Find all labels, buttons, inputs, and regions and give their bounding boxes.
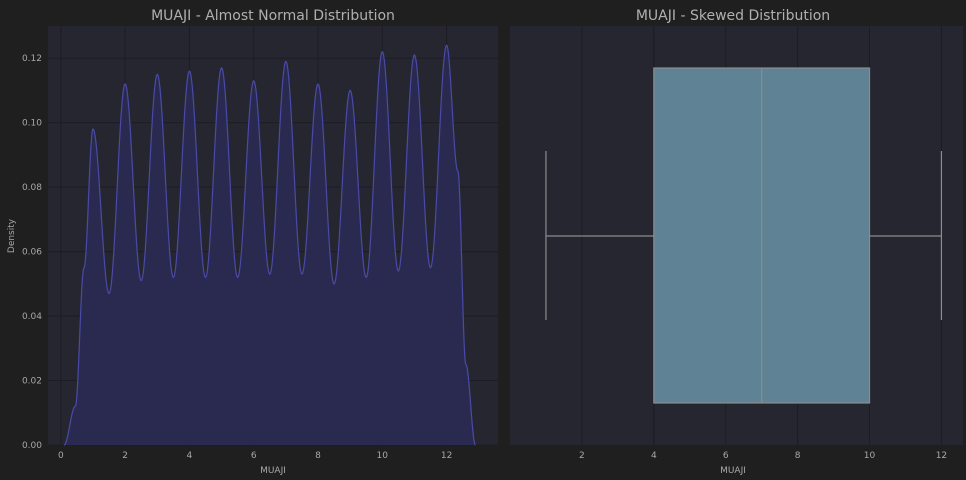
box-x-tick-2: 2 — [579, 451, 585, 461]
box-x-tick-labels: 2 4 6 8 10 12 — [579, 451, 947, 461]
box-x-tick-12: 12 — [936, 451, 947, 461]
kde-x-tick-10: 10 — [377, 451, 389, 461]
kde-density-line — [63, 44, 476, 446]
box-chart: 2 4 6 8 10 12 MUAJI - Skewed Distribution MUA… — [510, 8, 963, 476]
kde-y-tick-0.08: 0.08 — [22, 183, 42, 193]
box-x-tick-6: 6 — [723, 451, 729, 461]
kde-x-axis-label: MUAJI — [260, 466, 286, 476]
box-x-tick-10: 10 — [864, 451, 876, 461]
kde-y-tick-0.00: 0.00 — [22, 441, 42, 451]
box-chart-title: MUAJI - Skewed Distribution — [636, 8, 830, 24]
kde-x-tick-0: 0 — [58, 451, 64, 461]
kde-y-tick-0.02: 0.02 — [22, 377, 42, 387]
kde-y-tick-0.06: 0.06 — [22, 248, 42, 258]
kde-y-axis-label: Density — [7, 218, 17, 253]
kde-y-tick-0.10: 0.10 — [22, 119, 42, 129]
kde-x-tick-8: 8 — [315, 451, 321, 461]
kde-y-tick-labels: 0.00 0.02 0.04 0.06 0.08 0.10 0.12 — [22, 54, 42, 451]
kde-x-tick-2: 2 — [122, 451, 128, 461]
box-x-tick-4: 4 — [651, 451, 657, 461]
kde-x-tick-6: 6 — [251, 451, 257, 461]
kde-x-tick-4: 4 — [187, 451, 193, 461]
kde-x-tick-12: 12 — [441, 451, 452, 461]
kde-chart-title: MUAJI - Almost Normal Distribution — [151, 8, 395, 24]
kde-density-area — [64, 45, 476, 446]
box-x-tick-8: 8 — [795, 451, 801, 461]
box-plot-marks — [545, 67, 943, 404]
kde-y-tick-0.12: 0.12 — [22, 54, 42, 64]
box-x-axis-label: MUAJI — [720, 466, 746, 476]
kde-y-tick-0.04: 0.04 — [22, 312, 42, 322]
kde-x-tick-labels: 0 2 4 6 8 10 12 — [58, 451, 452, 461]
kde-chart: 0 2 4 6 8 10 12 0.00 0.02 0.04 0.06 0.08 0.10 0.12 M… — [7, 8, 498, 476]
